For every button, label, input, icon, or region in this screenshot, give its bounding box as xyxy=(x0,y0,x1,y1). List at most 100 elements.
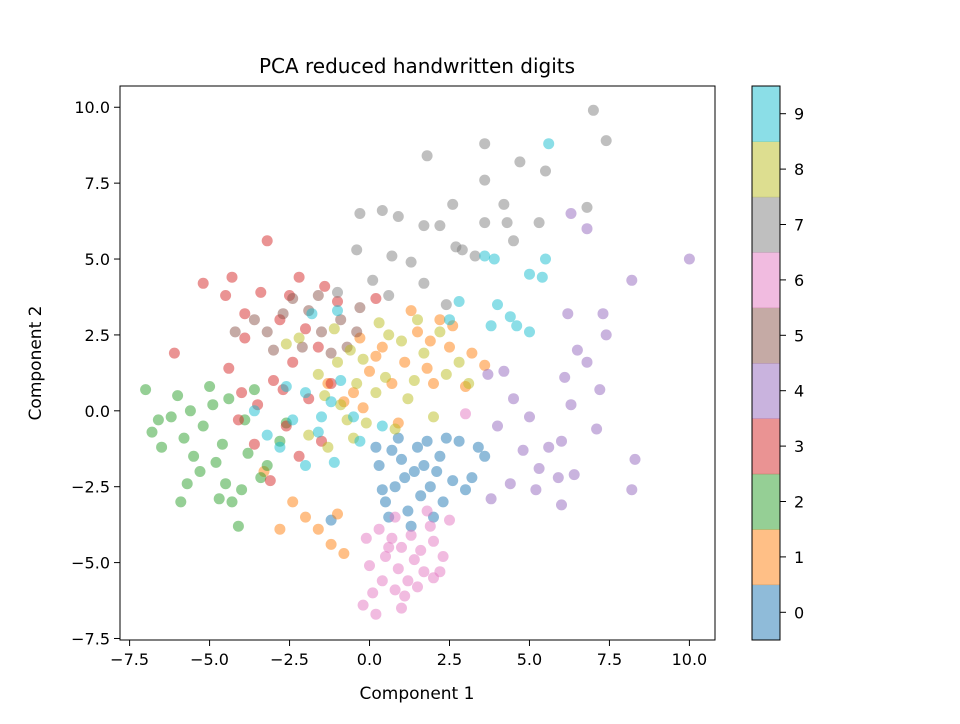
point-digit-2 xyxy=(181,478,193,490)
point-digit-0 xyxy=(460,484,471,496)
point-digit-6 xyxy=(428,535,439,547)
point-digit-4 xyxy=(492,420,503,432)
x-axis-label: Component 1 xyxy=(360,684,475,704)
data-points xyxy=(140,104,695,620)
point-digit-9 xyxy=(536,271,548,283)
colorbar-tick-label: 1 xyxy=(794,548,804,567)
point-digit-8 xyxy=(293,332,305,344)
point-digit-3 xyxy=(236,387,248,399)
y-tick-label: 0.0 xyxy=(85,402,110,421)
point-digit-9 xyxy=(485,320,497,332)
y-tick-label: 10.0 xyxy=(74,98,110,117)
point-digit-8 xyxy=(373,317,385,329)
point-digit-8 xyxy=(402,393,414,405)
point-digit-6 xyxy=(370,608,382,620)
point-digit-6 xyxy=(460,408,471,420)
point-digit-2 xyxy=(172,390,184,402)
point-digit-4 xyxy=(629,453,641,465)
point-digit-5 xyxy=(287,293,299,304)
point-digit-1 xyxy=(274,523,286,535)
x-tick-label: −2.5 xyxy=(270,650,309,669)
point-digit-0 xyxy=(392,432,404,444)
point-digit-8 xyxy=(351,378,363,389)
point-digit-2 xyxy=(204,381,216,392)
point-digit-7 xyxy=(421,150,433,162)
point-digit-4 xyxy=(626,484,638,496)
point-digit-4 xyxy=(594,384,606,396)
point-digit-8 xyxy=(380,371,391,383)
point-digit-7 xyxy=(392,211,404,222)
point-digit-8 xyxy=(360,417,372,429)
point-digit-8 xyxy=(370,387,382,399)
point-digit-7 xyxy=(498,198,510,210)
point-digit-3 xyxy=(325,378,337,389)
point-digit-4 xyxy=(591,423,603,435)
colorbar-tick-label: 0 xyxy=(794,603,804,622)
point-digit-5 xyxy=(354,302,366,314)
point-digit-7 xyxy=(386,250,398,262)
point-digit-7 xyxy=(479,174,491,186)
point-digit-7 xyxy=(418,277,430,289)
point-digit-8 xyxy=(312,368,324,380)
point-digit-9 xyxy=(488,253,500,265)
point-digit-9 xyxy=(453,296,465,307)
point-digit-8 xyxy=(428,411,439,423)
point-digit-9 xyxy=(280,381,292,392)
colorbar-segment-2 xyxy=(752,473,780,530)
point-digit-2 xyxy=(175,496,187,508)
point-digit-4 xyxy=(597,308,609,320)
point-digit-2 xyxy=(255,472,267,484)
point-digit-5 xyxy=(312,290,324,301)
chart-title: PCA reduced handwritten digits xyxy=(259,54,575,78)
point-digit-2 xyxy=(216,438,228,450)
point-digit-2 xyxy=(165,411,177,423)
point-digit-1 xyxy=(399,356,411,368)
point-digit-4 xyxy=(562,308,574,320)
point-digit-9 xyxy=(316,411,327,423)
point-digit-5 xyxy=(277,308,289,320)
plot-frame xyxy=(119,85,716,641)
point-digit-7 xyxy=(456,244,468,256)
point-digit-0 xyxy=(373,460,385,471)
point-digit-2 xyxy=(236,484,248,496)
point-digit-6 xyxy=(421,505,433,517)
y-tick-label: 2.5 xyxy=(85,326,110,345)
point-digit-8 xyxy=(434,326,446,338)
point-digit-4 xyxy=(485,493,497,505)
point-digit-8 xyxy=(280,338,292,350)
point-digit-4 xyxy=(504,478,516,490)
point-digit-0 xyxy=(421,435,433,447)
point-digit-9 xyxy=(287,414,299,426)
point-digit-9 xyxy=(274,441,286,453)
point-digit-7 xyxy=(376,205,388,216)
point-digit-8 xyxy=(412,314,423,326)
point-digit-7 xyxy=(533,217,545,229)
point-digit-6 xyxy=(380,551,391,562)
point-digit-7 xyxy=(540,165,551,177)
point-digit-0 xyxy=(418,460,430,471)
point-digit-6 xyxy=(437,551,449,562)
point-digit-4 xyxy=(533,463,545,474)
point-digit-1 xyxy=(338,548,350,559)
point-digit-9 xyxy=(543,138,555,150)
point-digit-2 xyxy=(152,414,164,426)
point-digit-8 xyxy=(463,378,475,389)
point-digit-9 xyxy=(524,326,535,338)
point-digit-3 xyxy=(226,271,238,283)
point-digit-9 xyxy=(511,320,523,332)
point-digit-6 xyxy=(402,575,414,587)
point-digit-0 xyxy=(405,520,417,532)
point-digit-1 xyxy=(479,359,491,371)
point-digit-5 xyxy=(248,314,260,326)
point-digit-5 xyxy=(316,326,327,338)
point-digit-5 xyxy=(335,314,347,326)
point-digit-3 xyxy=(332,296,343,307)
point-digit-9 xyxy=(444,314,455,326)
point-digit-1 xyxy=(428,378,439,389)
x-tick-label: 10.0 xyxy=(672,650,708,669)
point-digit-1 xyxy=(466,347,478,359)
point-digit-8 xyxy=(418,347,430,359)
point-digit-7 xyxy=(469,250,481,262)
point-digit-3 xyxy=(197,277,209,289)
